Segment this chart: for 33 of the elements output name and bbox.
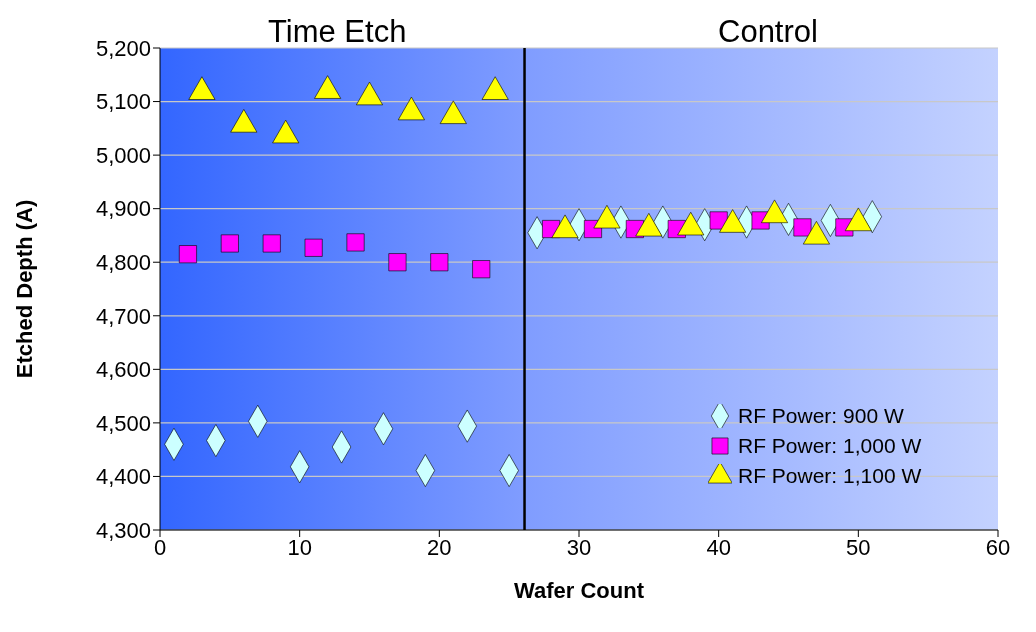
point: [220, 234, 239, 253]
x-tick-label: 0: [153, 534, 167, 560]
x-tick-label: 50: [846, 534, 871, 560]
legend-label: RF Power: 1,100 W: [738, 463, 922, 489]
point: [472, 260, 491, 279]
y-tick-label: 4,500: [95, 410, 151, 436]
x-tick-label: 20: [427, 534, 452, 560]
legend-label: RF Power: 900 W: [738, 403, 904, 429]
x-tick-label: 10: [287, 534, 312, 560]
point: [304, 238, 323, 257]
x-tick-label: 40: [706, 534, 731, 560]
y-tick-label: 4,700: [95, 303, 151, 329]
y-tick-label: 4,800: [95, 250, 151, 276]
point: [388, 253, 407, 272]
y-axis-title: Etched Depth (A): [11, 199, 37, 379]
point: [346, 233, 365, 252]
x-axis-title: Wafer Count: [514, 578, 645, 603]
y-tick-label: 5,100: [95, 89, 151, 115]
point: [793, 218, 812, 237]
annotation: Time Etch: [268, 14, 407, 50]
y-tick-label: 4,900: [95, 196, 151, 222]
y-tick-label: 4,300: [95, 517, 151, 543]
point: [262, 234, 281, 253]
point: [178, 245, 197, 264]
y-tick-label: 4,600: [95, 357, 151, 383]
y-tick-label: 4,400: [95, 464, 151, 490]
x-tick-label: 60: [985, 534, 1011, 560]
point: [430, 253, 449, 272]
y-tick-label: 5,200: [95, 35, 151, 61]
x-tick-label: 30: [566, 534, 592, 560]
y-tick-label: 5,000: [95, 142, 151, 168]
legend-label: RF Power: 1,000 W: [738, 433, 922, 459]
annotation: Control: [718, 14, 818, 50]
